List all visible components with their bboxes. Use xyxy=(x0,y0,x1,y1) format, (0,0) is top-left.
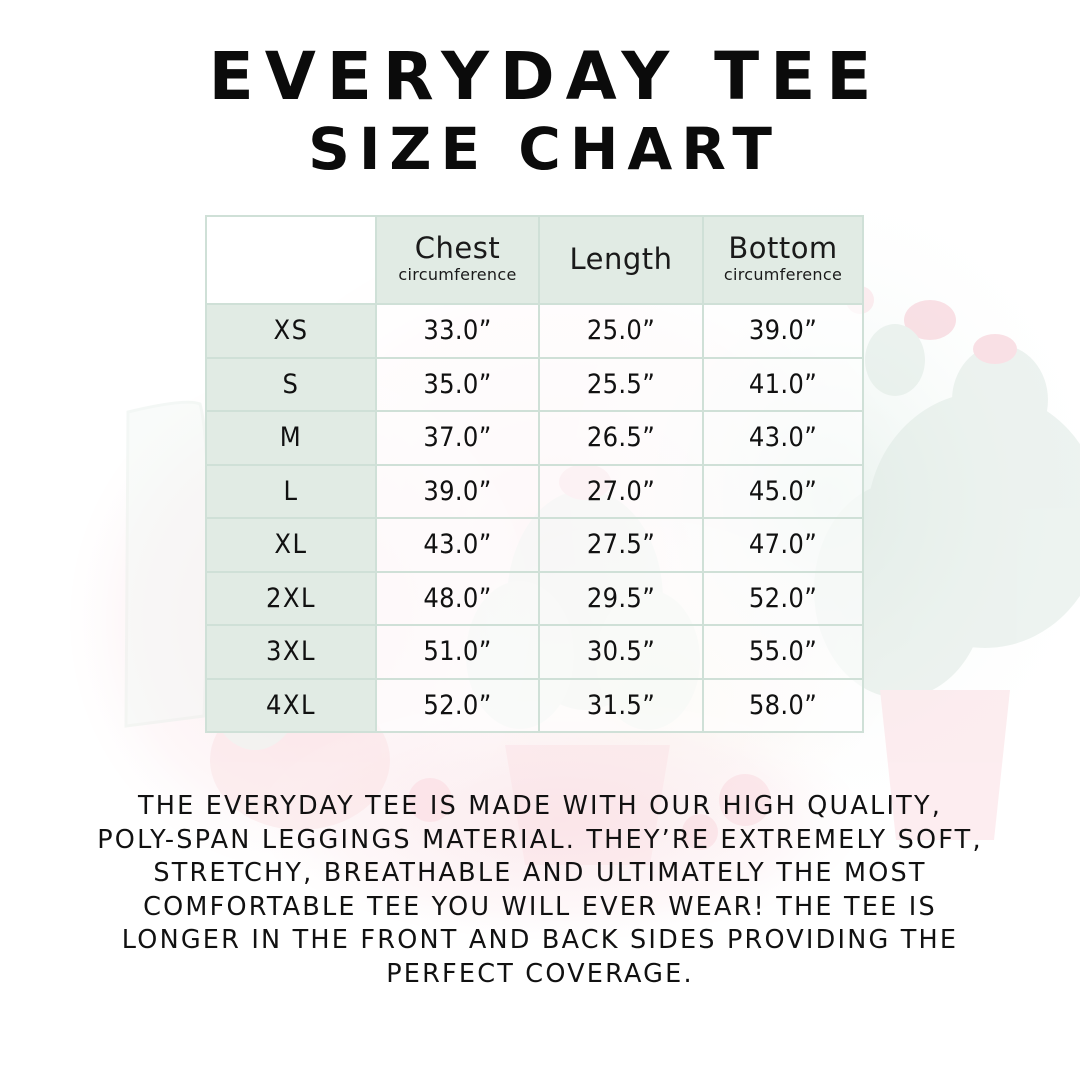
size-chart-table: Chest circumference Length Bottom circum… xyxy=(205,215,864,733)
cell-bottom: 41.0” xyxy=(702,356,864,412)
column-header-bottom-sublabel: circumference xyxy=(723,265,843,285)
column-header-chest: Chest circumference xyxy=(375,215,540,305)
table-header-row: Chest circumference Length Bottom circum… xyxy=(205,215,864,305)
column-header-chest-sublabel: circumference xyxy=(398,265,517,285)
cell-length: 25.0” xyxy=(538,303,704,359)
cell-chest: 37.0” xyxy=(375,410,540,466)
product-description: THE EVERYDAY TEE IS MADE WITH OUR HIGH Q… xyxy=(90,790,990,991)
cell-size: S xyxy=(205,356,377,412)
title-line-1: EVERYDAY TEE xyxy=(208,38,883,115)
cell-bottom: 55.0” xyxy=(702,624,864,680)
cell-chest: 52.0” xyxy=(375,677,540,733)
table-header: Chest circumference Length Bottom circum… xyxy=(205,215,864,305)
column-header-bottom-label: Bottom xyxy=(728,230,838,265)
cell-size: 2XL xyxy=(205,570,377,626)
cell-length: 27.0” xyxy=(538,463,704,519)
cell-size: 3XL xyxy=(205,624,377,680)
cell-bottom: 45.0” xyxy=(702,463,864,519)
cell-size: 4XL xyxy=(205,677,377,733)
table-row: 2XL 48.0” 29.5” 52.0” xyxy=(205,570,864,626)
table-row: 4XL 52.0” 31.5” 58.0” xyxy=(205,677,864,733)
cell-chest: 39.0” xyxy=(375,463,540,519)
column-header-length-label: Length xyxy=(569,242,673,277)
cell-bottom: 39.0” xyxy=(702,303,864,359)
cell-size: M xyxy=(205,410,377,466)
cell-bottom: 58.0” xyxy=(702,677,864,733)
cell-length: 30.5” xyxy=(538,624,704,680)
cell-size: L xyxy=(205,463,377,519)
table-row: XL 43.0” 27.5” 47.0” xyxy=(205,517,864,573)
description-line: PERFECT COVERAGE. xyxy=(386,958,694,989)
table-row: M 37.0” 26.5” 43.0” xyxy=(205,410,864,466)
cell-chest: 51.0” xyxy=(375,624,540,680)
table-corner-spacer xyxy=(205,215,377,305)
cell-chest: 33.0” xyxy=(375,303,540,359)
description-line: POLY-SPAN LEGGINGS MATERIAL. THEY’RE EXT… xyxy=(97,824,983,855)
table-row: 3XL 51.0” 30.5” 55.0” xyxy=(205,624,864,680)
column-header-bottom: Bottom circumference xyxy=(702,215,864,305)
cell-length: 25.5” xyxy=(538,356,704,412)
cell-length: 27.5” xyxy=(538,517,704,573)
description-line: THE EVERYDAY TEE IS MADE WITH OUR HIGH Q… xyxy=(137,791,943,821)
column-header-chest-label: Chest xyxy=(414,230,501,265)
description-line: COMFORTABLE TEE YOU WILL EVER WEAR! THE … xyxy=(143,891,937,922)
cell-bottom: 52.0” xyxy=(702,570,864,626)
cell-chest: 35.0” xyxy=(375,356,540,412)
title-line-2: SIZE CHART xyxy=(308,115,781,183)
cell-length: 31.5” xyxy=(538,677,704,733)
cell-chest: 48.0” xyxy=(375,570,540,626)
page-title: EVERYDAY TEE SIZE CHART xyxy=(0,44,1080,183)
table-body: XS 33.0” 25.0” 39.0” S 35.0” 25.5” 41.0”… xyxy=(205,303,864,733)
cell-length: 26.5” xyxy=(538,410,704,466)
column-header-length: Length xyxy=(538,215,704,305)
table-row: L 39.0” 27.0” 45.0” xyxy=(205,463,864,519)
description-line: LONGER IN THE FRONT AND BACK SIDES PROVI… xyxy=(121,925,959,955)
cell-chest: 43.0” xyxy=(375,517,540,573)
cell-bottom: 43.0” xyxy=(702,410,864,466)
table-row: S 35.0” 25.5” 41.0” xyxy=(205,356,864,412)
cell-length: 29.5” xyxy=(538,570,704,626)
cell-size: XL xyxy=(205,517,377,573)
cell-bottom: 47.0” xyxy=(702,517,864,573)
cell-size: XS xyxy=(205,303,377,359)
table-row: XS 33.0” 25.0” 39.0” xyxy=(205,303,864,359)
description-line: STRETCHY, BREATHABLE AND ULTIMATELY THE … xyxy=(153,858,927,888)
